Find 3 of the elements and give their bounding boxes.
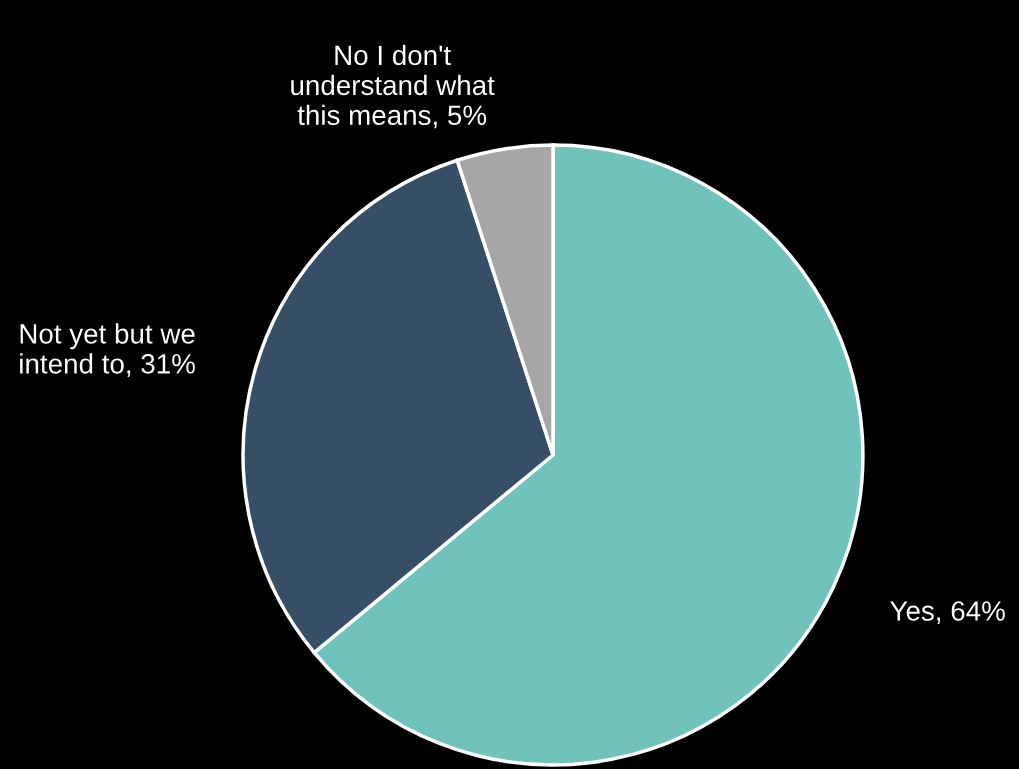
slice-label: No I don't understand what this means, 5% <box>291 44 495 129</box>
slice-label: Not yet but we intend to, 31% <box>20 323 195 377</box>
slice-label: Yes, 64% <box>890 601 1005 625</box>
